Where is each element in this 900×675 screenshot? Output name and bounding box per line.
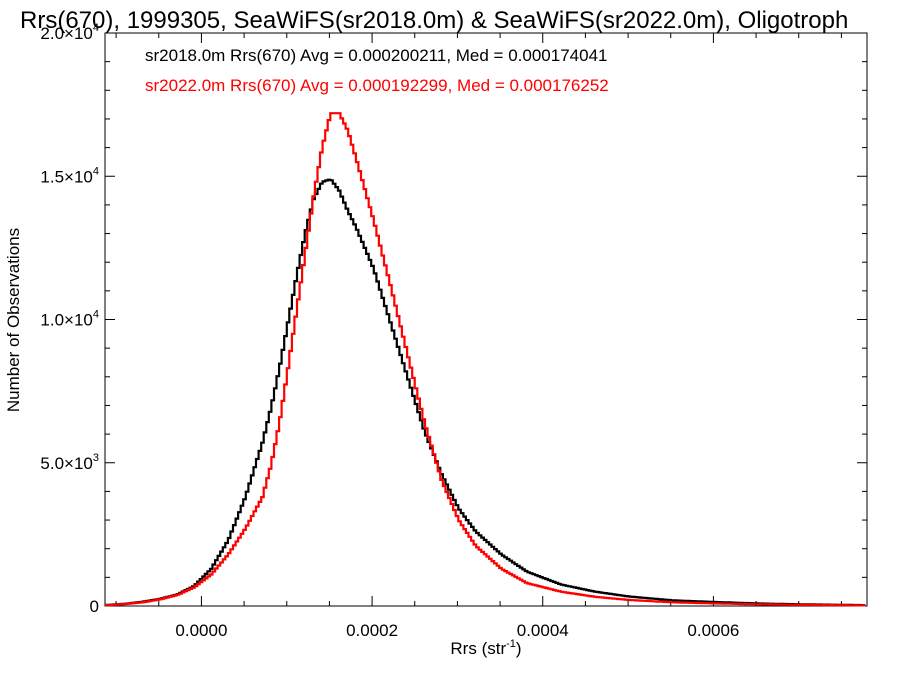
x-tick-labels: 0.0000 0.0002 0.0004 0.0006 xyxy=(175,621,739,640)
y-tick-label: 0 xyxy=(90,597,99,616)
y-tick-label-main: 1.0×10 xyxy=(40,311,92,330)
y-tick-label-exponent: 3 xyxy=(93,452,99,464)
y-tick-label-main: 1.5×10 xyxy=(40,167,92,186)
y-tick-label-main: 2.0×10 xyxy=(40,24,92,43)
x-tick-label: 0.0006 xyxy=(687,621,739,640)
x-axis-label-main: Rrs (str xyxy=(450,639,506,658)
y-tick-label-main: 0 xyxy=(90,597,99,616)
series-line-0 xyxy=(105,178,866,607)
chart-title: Rrs(670), 1999305, SeaWiFS(sr2018.0m) & … xyxy=(20,7,848,34)
y-tick-label: 2.0×104 xyxy=(40,22,99,43)
axis-ticks xyxy=(105,32,867,607)
x-tick-label: 0.0000 xyxy=(175,621,227,640)
plot-frame xyxy=(104,32,868,607)
legend-entry-1: sr2022.0m Rrs(670) Avg = 0.000192299, Me… xyxy=(145,76,609,95)
y-tick-label: 1.5×104 xyxy=(40,165,99,186)
x-axis-label-end: ) xyxy=(516,639,522,658)
y-tick-label-exponent: 4 xyxy=(93,165,99,177)
y-tick-label-exponent: 4 xyxy=(93,309,99,321)
series-line-1 xyxy=(105,112,866,607)
x-axis-label: Rrs (str-1) xyxy=(450,638,521,658)
series-lines xyxy=(105,112,866,607)
x-axis-label-sup: -1 xyxy=(506,638,516,650)
y-tick-label-exponent: 4 xyxy=(93,22,99,34)
y-tick-label: 1.0×104 xyxy=(40,309,99,330)
y-tick-label-main: 5.0×10 xyxy=(40,454,92,473)
x-tick-label: 0.0002 xyxy=(346,621,398,640)
legend-entry-0: sr2018.0m Rrs(670) Avg = 0.000200211, Me… xyxy=(145,46,607,65)
y-axis-label: Number of Observations xyxy=(4,228,23,412)
x-tick-label: 0.0004 xyxy=(517,621,569,640)
y-tick-label: 5.0×103 xyxy=(40,452,99,473)
